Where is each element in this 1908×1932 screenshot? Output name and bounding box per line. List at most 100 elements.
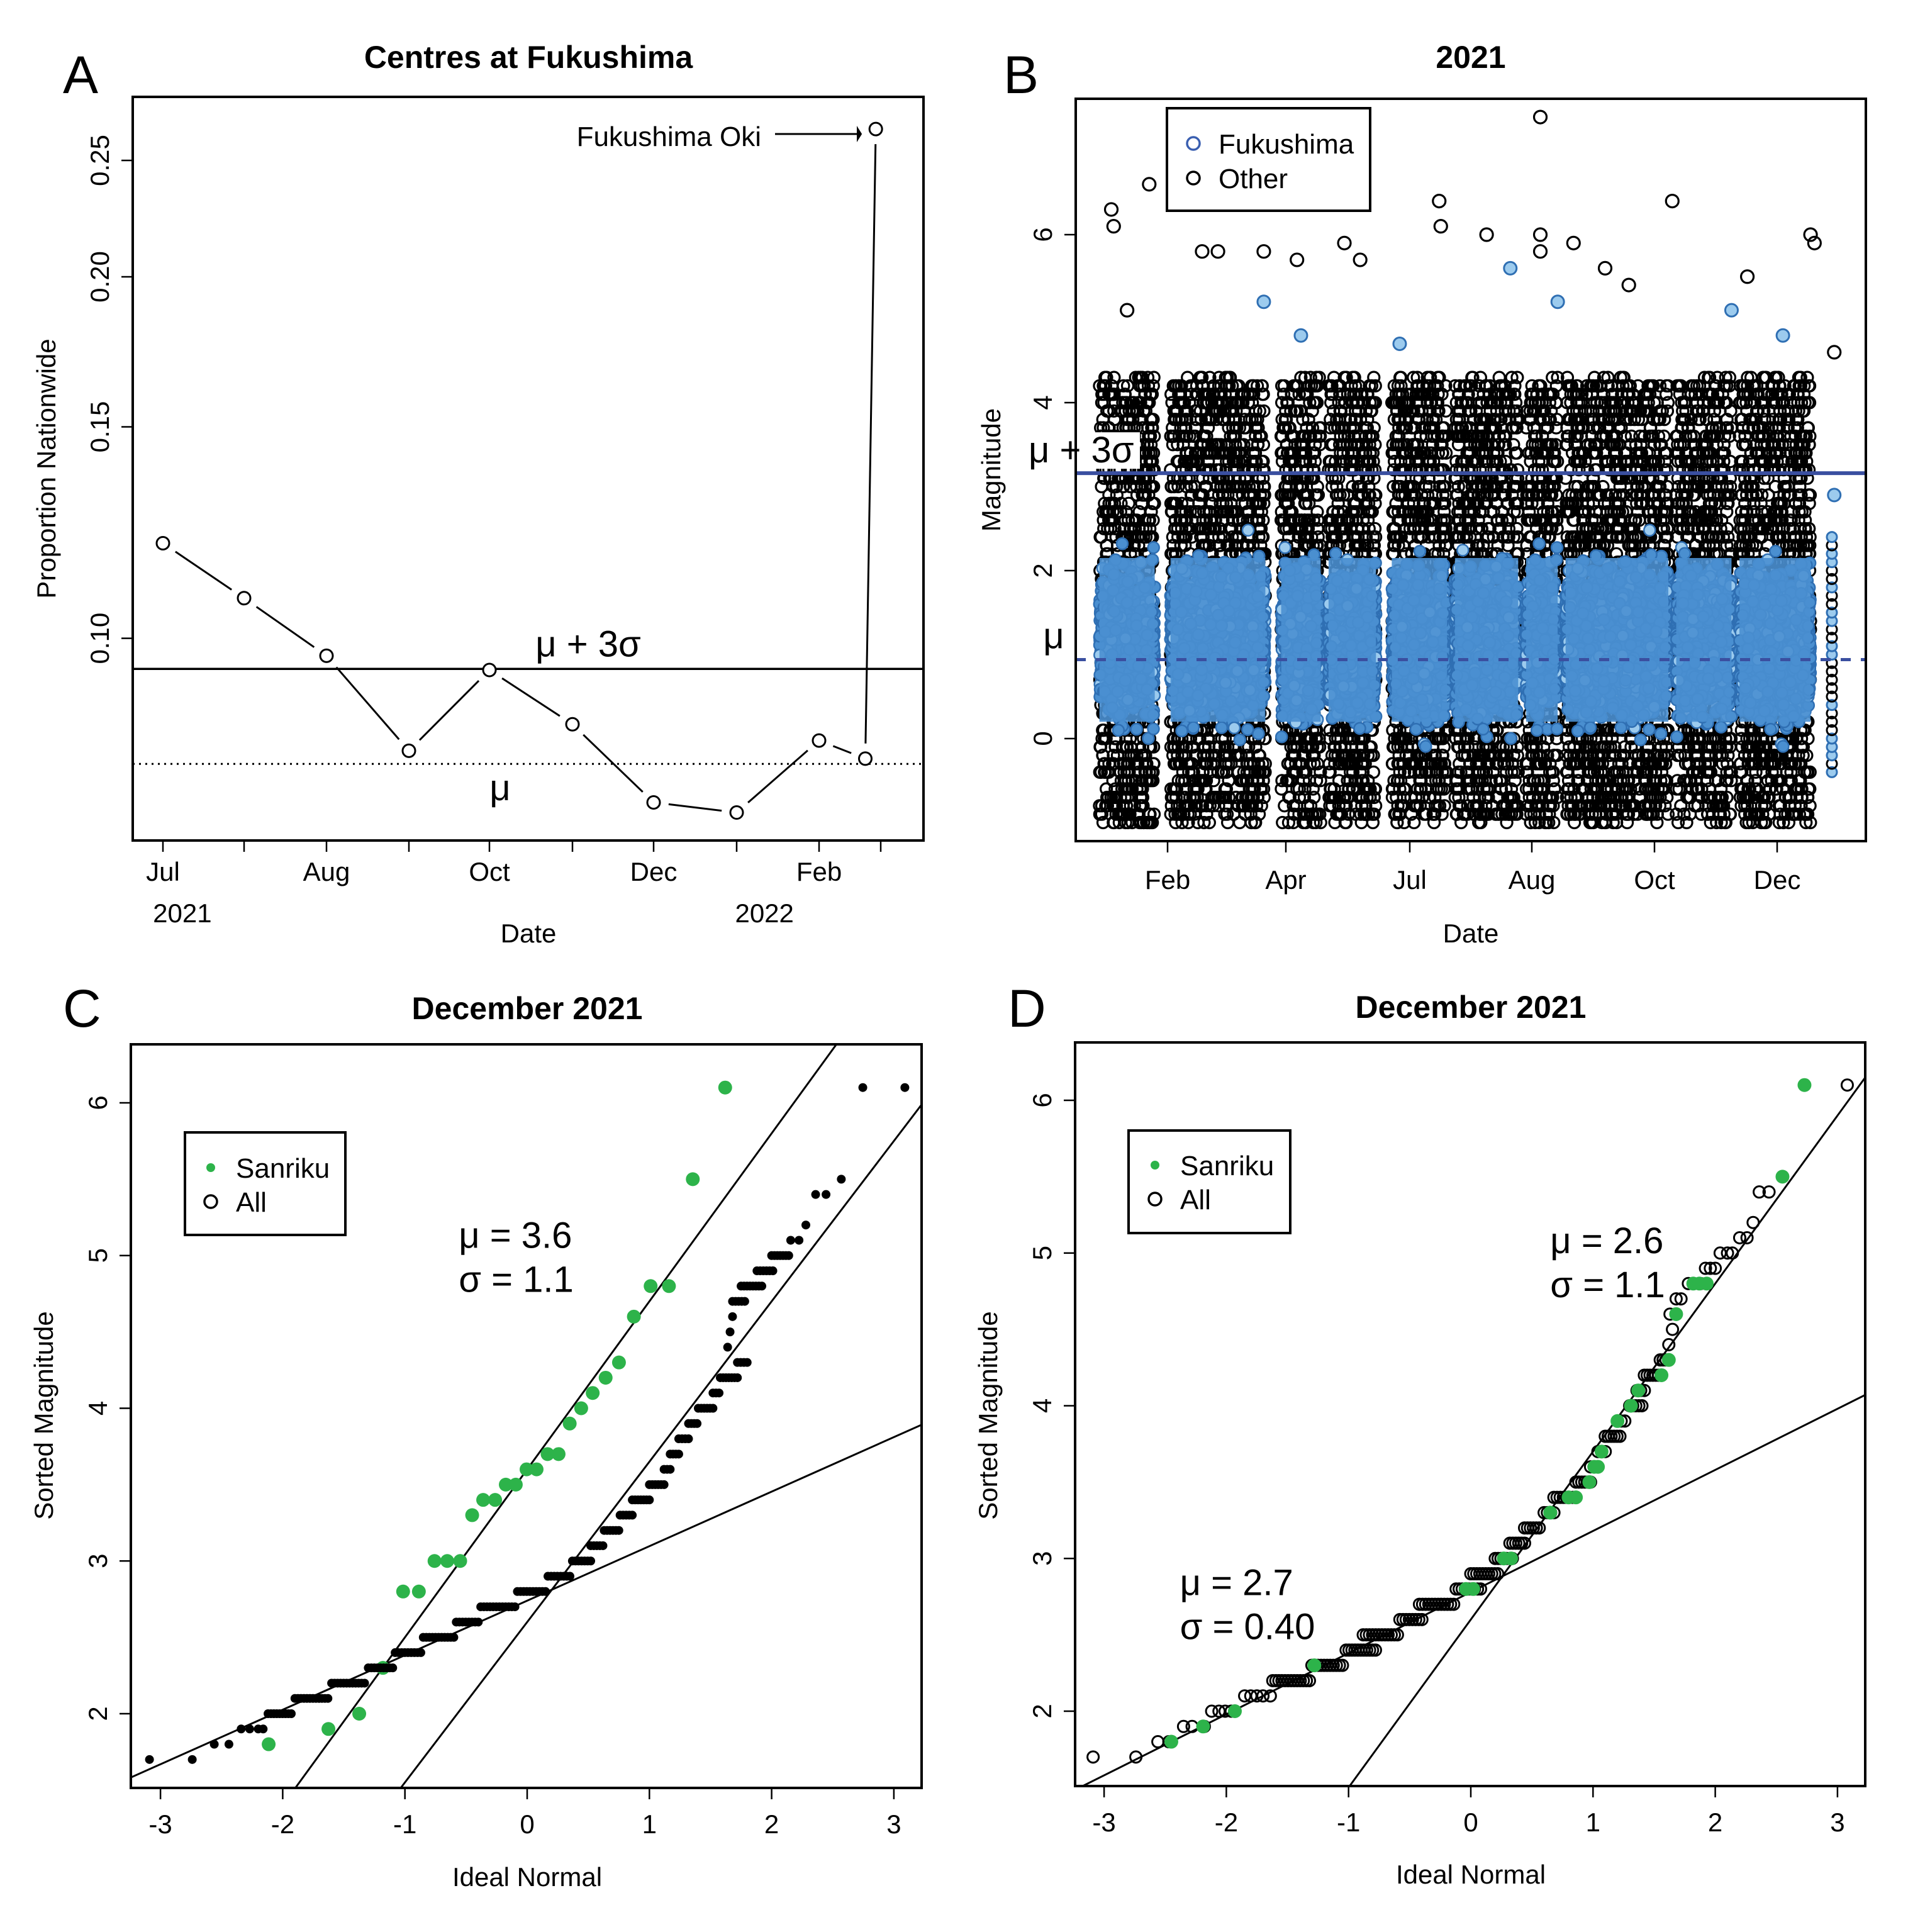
other-point xyxy=(1146,379,1160,393)
other-point xyxy=(1132,505,1146,519)
x-tick-label: Feb xyxy=(796,857,842,886)
other-point xyxy=(1123,732,1137,745)
x-tick-label: Oct xyxy=(469,857,510,886)
other-point xyxy=(1102,496,1117,510)
other-point xyxy=(1144,815,1159,830)
other-point xyxy=(1117,522,1131,535)
series-segment xyxy=(335,666,400,740)
other-point xyxy=(1146,774,1160,788)
other-point xyxy=(1096,723,1111,737)
other-point xyxy=(1139,765,1153,779)
series-segment xyxy=(501,677,561,717)
other-point xyxy=(1117,379,1130,393)
other-point xyxy=(1130,404,1145,418)
other-point xyxy=(1140,757,1154,771)
other-point xyxy=(1140,396,1154,410)
other-point xyxy=(1141,379,1156,393)
other-point xyxy=(1138,488,1152,502)
other-point xyxy=(1122,757,1136,771)
data-point xyxy=(868,121,883,137)
other-point xyxy=(1137,530,1151,544)
other-point xyxy=(1144,413,1159,427)
series-segment xyxy=(175,550,232,591)
other-point xyxy=(1142,807,1156,821)
other-point xyxy=(1146,421,1159,435)
other-point xyxy=(1110,505,1124,519)
other-point xyxy=(1107,757,1120,771)
x-tick-label: Aug xyxy=(303,857,350,886)
other-point xyxy=(1094,765,1108,779)
panel-a-title: Centres at Fukushima xyxy=(364,40,694,75)
other-point xyxy=(1136,799,1150,813)
other-point xyxy=(1109,807,1123,821)
other-point xyxy=(1124,740,1138,754)
other-point xyxy=(1137,749,1151,762)
data-point xyxy=(482,662,497,678)
other-point xyxy=(1141,815,1155,830)
other-point xyxy=(1135,496,1149,510)
other-point xyxy=(1107,404,1121,418)
data-point xyxy=(401,743,416,758)
other-point xyxy=(1146,513,1160,527)
other-point xyxy=(1104,522,1118,535)
panel-letter-b: B xyxy=(1003,45,1039,104)
data-point xyxy=(565,717,580,732)
other-point xyxy=(1142,513,1156,527)
other-point xyxy=(1112,815,1126,830)
other-point xyxy=(1106,774,1120,788)
other-point xyxy=(1094,530,1108,544)
other-point xyxy=(1113,757,1128,771)
other-point xyxy=(1108,413,1122,427)
series-segment xyxy=(255,606,315,648)
other-point xyxy=(1125,774,1139,788)
other-point xyxy=(1114,807,1129,821)
x-tick-label: Dec xyxy=(630,857,678,886)
other-point xyxy=(1097,379,1111,393)
other-point xyxy=(1142,446,1156,460)
y-tick-label: 0.15 xyxy=(85,401,114,453)
x-tick-label: Jul xyxy=(146,857,180,886)
data-point xyxy=(319,648,334,663)
other-point xyxy=(1132,765,1146,779)
other-point xyxy=(1118,396,1132,410)
other-point xyxy=(1097,388,1111,401)
other-point xyxy=(1098,371,1112,384)
other-point xyxy=(1144,429,1158,444)
other-point xyxy=(1104,790,1119,805)
other-point xyxy=(1098,765,1112,779)
other-point xyxy=(1129,479,1144,494)
other-point xyxy=(1096,513,1110,527)
other-point xyxy=(1115,782,1129,796)
other-point xyxy=(1123,807,1137,821)
other-point xyxy=(1107,371,1121,384)
series-segment xyxy=(747,749,808,803)
year-label: 2021 xyxy=(153,898,211,928)
other-point xyxy=(1141,438,1154,452)
other-point xyxy=(1147,463,1161,477)
other-point xyxy=(1098,496,1112,510)
data-point xyxy=(858,751,873,766)
other-point xyxy=(1135,782,1149,796)
other-point xyxy=(1097,757,1112,771)
other-point xyxy=(1118,790,1132,805)
other-point xyxy=(1147,429,1161,444)
data-point xyxy=(729,805,744,820)
other-point xyxy=(1124,522,1137,535)
other-point xyxy=(1127,404,1141,418)
other-point xyxy=(1146,757,1161,771)
other-point xyxy=(1139,463,1153,477)
other-point xyxy=(1137,404,1151,418)
other-point xyxy=(1108,740,1122,754)
data-point xyxy=(812,733,827,748)
other-point xyxy=(1096,749,1110,762)
other-point xyxy=(1232,815,1247,830)
panel-a-x-axis-label: Date xyxy=(501,919,557,948)
other-point xyxy=(1146,765,1160,779)
other-point xyxy=(1120,379,1135,393)
other-point xyxy=(1107,815,1121,830)
other-point xyxy=(1110,488,1124,502)
other-point xyxy=(1103,513,1117,527)
series-segment xyxy=(864,144,877,744)
